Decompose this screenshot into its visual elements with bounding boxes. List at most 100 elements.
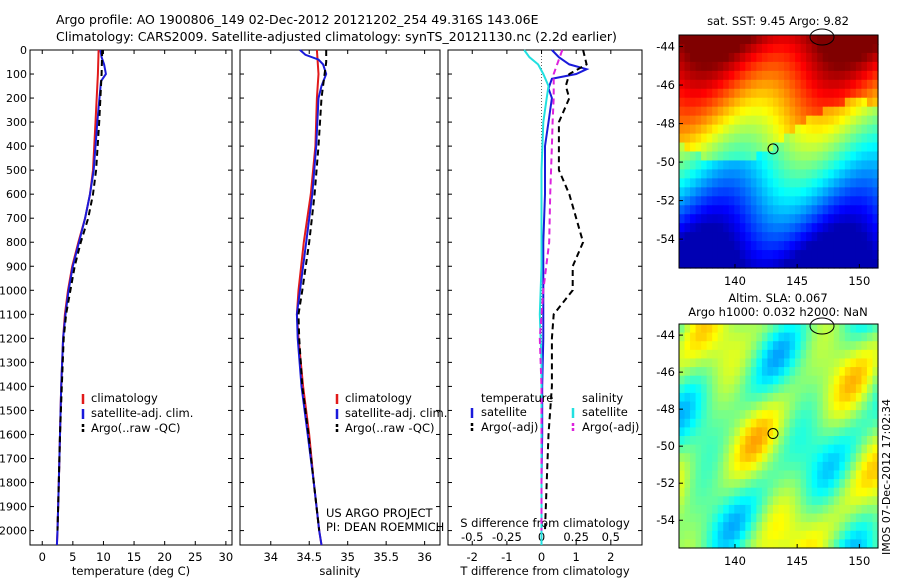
map-cell bbox=[828, 178, 835, 188]
map-cell bbox=[739, 97, 746, 108]
map-cell bbox=[767, 223, 774, 233]
map-cell bbox=[745, 88, 752, 99]
map-cell bbox=[767, 43, 774, 54]
map-cell bbox=[789, 513, 796, 523]
map-cell bbox=[828, 232, 835, 242]
map-cell bbox=[734, 88, 741, 99]
map-cell bbox=[817, 79, 824, 90]
map-cell bbox=[734, 504, 741, 515]
map-cell bbox=[872, 444, 879, 454]
map-cell bbox=[706, 160, 713, 171]
map-cell bbox=[811, 160, 818, 171]
map-cell bbox=[679, 453, 686, 463]
map-cell bbox=[855, 70, 863, 81]
map-cell bbox=[706, 106, 713, 117]
map-cell bbox=[745, 384, 752, 394]
map-cell bbox=[817, 358, 824, 368]
map-cell bbox=[806, 392, 813, 403]
map-cell bbox=[728, 250, 735, 260]
map-cell bbox=[679, 384, 686, 394]
x-tick-label: 2 bbox=[607, 550, 614, 564]
map-cell bbox=[839, 522, 846, 532]
map-cell bbox=[795, 79, 802, 90]
map-cell bbox=[717, 142, 724, 153]
map-cell bbox=[712, 151, 719, 162]
map-cell bbox=[872, 52, 879, 63]
map-cell bbox=[866, 453, 874, 463]
y-tick-label: 300 bbox=[6, 116, 27, 129]
map-cell bbox=[750, 401, 757, 411]
map-cell bbox=[690, 504, 697, 515]
map-cell bbox=[866, 539, 874, 549]
map-cell bbox=[684, 115, 691, 126]
map-cell bbox=[850, 444, 857, 454]
map-cell bbox=[717, 384, 724, 394]
map-cell bbox=[695, 470, 702, 480]
map-cell bbox=[872, 384, 879, 394]
map-cell bbox=[734, 259, 741, 269]
map-cell bbox=[844, 79, 851, 90]
map-cell bbox=[822, 205, 829, 215]
map-cell bbox=[855, 349, 863, 360]
map-cell bbox=[701, 133, 708, 144]
map-cell bbox=[706, 530, 713, 540]
map-cell bbox=[739, 444, 746, 454]
map-cell bbox=[734, 367, 741, 377]
map-cell bbox=[784, 496, 791, 506]
map-cell bbox=[872, 214, 879, 224]
series-line-argo-adj- bbox=[538, 49, 564, 531]
map-cell bbox=[761, 470, 769, 480]
map-cell bbox=[811, 232, 818, 242]
map-cell bbox=[778, 79, 785, 90]
map-cell bbox=[806, 169, 813, 179]
map-cell bbox=[828, 196, 835, 206]
map-cell bbox=[695, 70, 702, 81]
map-cell bbox=[778, 214, 785, 224]
map-cell bbox=[767, 106, 774, 117]
map-cell bbox=[861, 324, 868, 334]
map-cell bbox=[690, 470, 697, 480]
map-cell bbox=[833, 205, 840, 215]
map-cell bbox=[872, 487, 879, 497]
map-cell bbox=[679, 259, 686, 269]
map-cell bbox=[822, 169, 829, 179]
map-cell bbox=[795, 61, 802, 72]
map-cell bbox=[723, 418, 730, 428]
map-cell bbox=[872, 43, 879, 54]
legend-label: Argo(..raw -QC) bbox=[345, 421, 435, 435]
map-cell bbox=[690, 178, 697, 188]
map-cell bbox=[750, 453, 757, 463]
map-cell bbox=[839, 169, 846, 179]
map-cell bbox=[861, 250, 868, 260]
map-cell bbox=[844, 43, 851, 54]
map-cell bbox=[706, 436, 713, 446]
map-cell bbox=[706, 35, 713, 45]
map-cell bbox=[761, 375, 769, 385]
map-cell bbox=[833, 375, 840, 385]
map-cell bbox=[855, 124, 863, 135]
map-cell bbox=[789, 232, 796, 242]
map-cell bbox=[756, 418, 763, 428]
map-cell bbox=[800, 504, 807, 515]
map-cell bbox=[844, 70, 851, 81]
map-cell bbox=[739, 160, 746, 171]
float-position-marker bbox=[767, 428, 779, 440]
map-cell bbox=[778, 106, 785, 117]
map-cell bbox=[800, 375, 807, 385]
map-cell bbox=[822, 178, 829, 188]
map-cell bbox=[850, 410, 857, 420]
x-tick-label: 36 bbox=[417, 550, 432, 564]
map-cell bbox=[706, 61, 713, 72]
map-cell bbox=[817, 332, 824, 342]
map-cell bbox=[756, 504, 763, 515]
map-cell bbox=[728, 169, 735, 179]
map-cell bbox=[855, 436, 863, 446]
map-cell bbox=[795, 97, 802, 108]
map-cell bbox=[684, 61, 691, 72]
map-cell bbox=[690, 513, 697, 523]
map-cell bbox=[844, 196, 851, 206]
map-cell bbox=[728, 444, 735, 454]
map-cell bbox=[745, 133, 752, 144]
map-cell bbox=[844, 205, 851, 215]
map-cell bbox=[822, 530, 829, 540]
